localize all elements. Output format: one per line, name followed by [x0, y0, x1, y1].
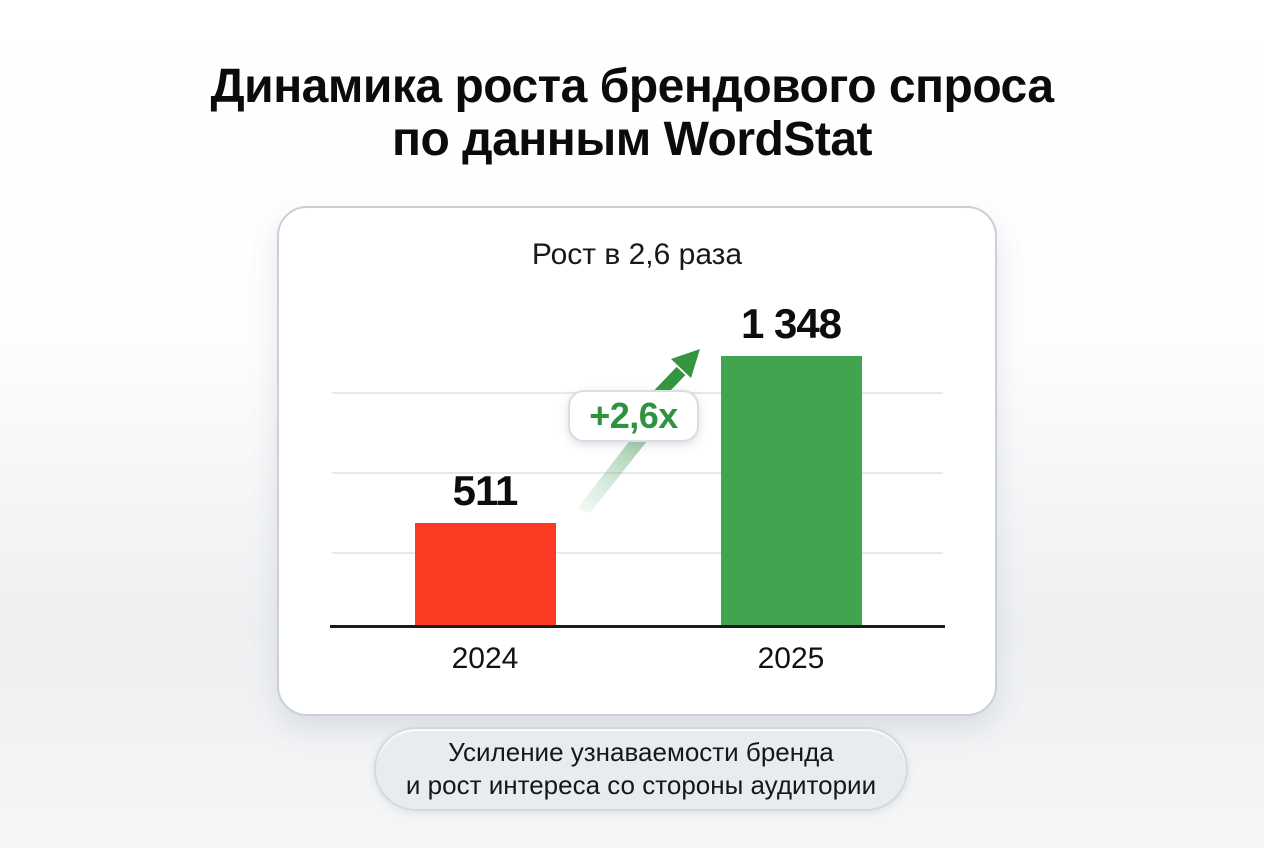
footer-note-line2: и рост интереса со стороны аудитории — [405, 770, 877, 800]
gridline — [332, 472, 943, 474]
bar-value-label: 511 — [452, 467, 519, 514]
growth-badge-label: +2,6x — [589, 395, 678, 436]
page-title: Динамика роста брендового спроса по данн… — [0, 60, 1264, 166]
x-tick-label: 2025 — [757, 642, 825, 675]
growth-badge: +2,6x — [568, 390, 699, 442]
bar-2024 — [414, 523, 556, 625]
bar-value-label: 1 348 — [740, 300, 842, 347]
footer-note: Усиление узнаваемости бренда и рост инте… — [374, 727, 908, 811]
bar-chart: 511 2024 1 348 2025 +2,6x — [279, 208, 995, 714]
chart-subtitle: Рост в 2,6 раза — [531, 238, 743, 271]
x-tick-label: 2024 — [451, 642, 519, 675]
footer-note-line1: Усиление узнаваемости бренда — [448, 737, 834, 767]
gridline — [332, 552, 943, 554]
page-title-line1: Динамика роста брендового спроса — [210, 60, 1054, 113]
chart-card: Рост в 2,6 раза 511 2024 1 348 2025 +2 — [277, 206, 997, 716]
page-title-line2: по данным WordStat — [391, 113, 873, 166]
x-axis-line — [330, 625, 945, 628]
bar-2025 — [720, 356, 862, 625]
